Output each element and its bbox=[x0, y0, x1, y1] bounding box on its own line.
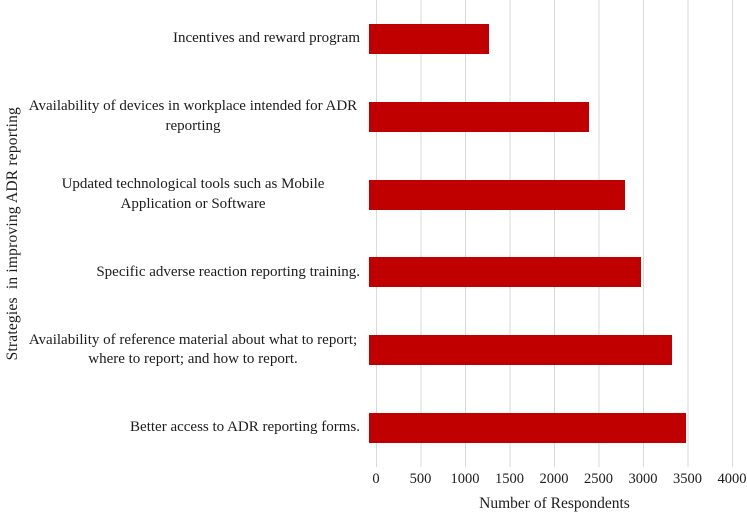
bar-row: Updated technological tools such as Mobi… bbox=[0, 156, 747, 234]
bar-cell bbox=[368, 233, 725, 311]
bar-cell bbox=[368, 389, 725, 467]
category-label-cell: Better access to ADR reporting forms. bbox=[0, 418, 368, 438]
x-axis-tick-label: 2000 bbox=[539, 471, 569, 487]
bar-cell bbox=[368, 78, 725, 156]
category-label-cell: Availability of reference material about… bbox=[0, 331, 368, 370]
bar-row: Specific adverse reaction reporting trai… bbox=[0, 233, 747, 311]
bar bbox=[369, 335, 673, 366]
category-label-cell: Incentives and reward program bbox=[0, 29, 368, 49]
plot-rows: Incentives and reward program Availabilit… bbox=[0, 0, 747, 467]
bar bbox=[369, 101, 589, 132]
category-label: Availability of reference material about… bbox=[28, 331, 358, 368]
x-axis-tick-label: 1000 bbox=[450, 471, 480, 487]
x-axis-tick-label: 3500 bbox=[673, 471, 702, 487]
bar bbox=[369, 257, 642, 288]
category-label: Incentives and reward program bbox=[172, 30, 360, 47]
bar-row: Availability of reference material about… bbox=[0, 311, 747, 389]
bar-cell bbox=[368, 156, 725, 234]
x-axis-tick-label: 500 bbox=[409, 471, 432, 487]
x-axis-tick-label: 3000 bbox=[628, 471, 658, 487]
bar bbox=[369, 23, 490, 54]
category-label: Updated technological tools such as Mobi… bbox=[61, 176, 325, 212]
category-label-cell: Specific adverse reaction reporting trai… bbox=[0, 263, 368, 283]
bar bbox=[369, 413, 686, 444]
x-axis-tick-label: 4000 bbox=[717, 471, 747, 487]
x-axis-title: Number of Respondents bbox=[479, 495, 630, 512]
category-label: Better access to ADR reporting forms. bbox=[130, 419, 360, 436]
category-label-cell: Availability of devices in workplace int… bbox=[0, 97, 368, 136]
bar-row: Availability of devices in workplace int… bbox=[0, 78, 747, 156]
bar bbox=[369, 179, 626, 210]
bar-cell bbox=[368, 311, 725, 389]
x-axis-tick-label: 2500 bbox=[584, 471, 613, 487]
category-label-cell: Updated technological tools such as Mobi… bbox=[0, 175, 368, 214]
category-label: Availability of devices in workplace int… bbox=[28, 98, 358, 134]
x-axis-tick-label: 1500 bbox=[495, 471, 524, 487]
category-label: Specific adverse reaction reporting trai… bbox=[96, 263, 360, 280]
bar-row: Better access to ADR reporting forms. bbox=[0, 389, 747, 467]
plot-gridlines bbox=[376, 0, 733, 467]
bar-row: Incentives and reward program bbox=[0, 0, 747, 78]
bar-cell bbox=[368, 0, 725, 78]
x-axis-tick-label: 0 bbox=[372, 471, 380, 487]
